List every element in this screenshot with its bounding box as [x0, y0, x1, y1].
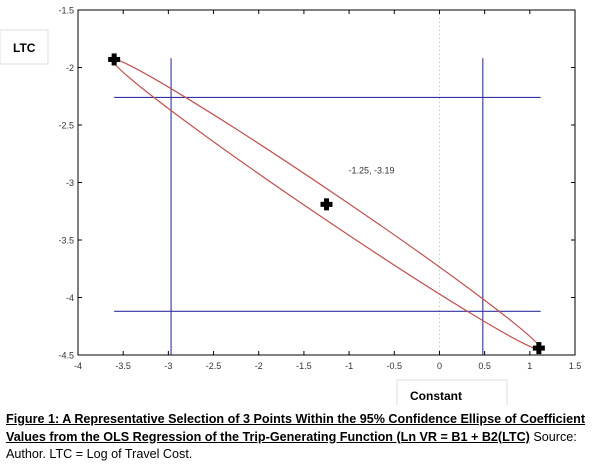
- y-tick-label: -3.5: [58, 236, 74, 246]
- y-tick-label: -1.5: [58, 6, 74, 16]
- x-tick-label: -4: [74, 361, 82, 371]
- x-tick-label: -2.5: [206, 361, 222, 371]
- plot-frame: [77, 9, 576, 356]
- point-marker-vertical: [536, 342, 542, 355]
- x-tick-label: -3.5: [115, 361, 131, 371]
- x-tick-label: -1.5: [296, 361, 312, 371]
- point-marker-vertical: [111, 53, 117, 66]
- x-tick-label: 1.5: [569, 361, 582, 371]
- y-tick-label: -2: [66, 63, 74, 73]
- data-point: [532, 342, 545, 355]
- y-tick-label: -4: [66, 293, 74, 303]
- y-tick-label: -3: [66, 178, 74, 188]
- point-annotation: -1.25, -3.19: [349, 165, 395, 175]
- x-tick-label: -2: [255, 361, 263, 371]
- chart-svg: -4 -3.5 -3 -2.5 -2 -1.5 -1 -0.5 0 0.5 1 1.5 -1.5 -2 -2…: [0, 6, 582, 405]
- x-tick-label: -0.5: [387, 361, 403, 371]
- point-marker-vertical: [324, 198, 329, 211]
- figure-caption: Figure 1: A Representative Selection of …: [6, 411, 591, 464]
- y-axis-label: LTC: [13, 41, 36, 55]
- ylabel-box: [0, 29, 49, 65]
- data-point: [320, 198, 333, 211]
- x-tick-label: -3: [164, 361, 172, 371]
- y-tick-label: -2.5: [58, 121, 74, 131]
- x-tick-label: -1: [345, 361, 353, 371]
- x-tick-label: 0.5: [478, 361, 491, 371]
- y-tick-label: -4.5: [58, 351, 74, 361]
- xlabel-box: [396, 379, 508, 405]
- x-tick-label: 0: [437, 361, 442, 371]
- x-tick-label: 1: [527, 361, 532, 371]
- caption-title: Figure 1: A Representative Selection of …: [6, 412, 586, 444]
- x-axis-label: Constant: [410, 389, 462, 403]
- chart-area: -4 -3.5 -3 -2.5 -2 -1.5 -1 -0.5 0 0.5 1 1.5 -1.5 -2 -2…: [0, 6, 582, 405]
- caption-source: Source: Author. LTC = Log of Travel Cost…: [6, 429, 577, 462]
- data-point: [108, 53, 121, 66]
